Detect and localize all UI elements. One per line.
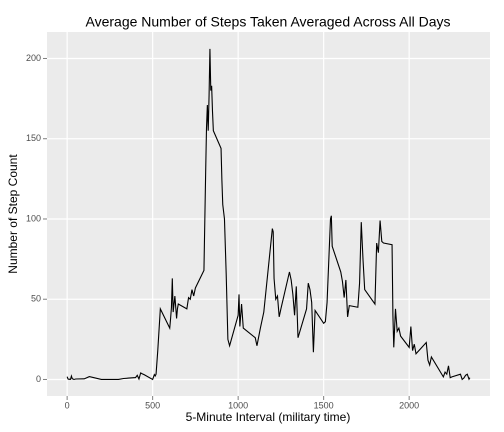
y-tick-label: 150: [26, 133, 41, 143]
y-tick-label: 200: [26, 53, 41, 63]
data-line: [66, 48, 471, 381]
x-tick-label: 500: [145, 400, 160, 410]
x-tick-label: 0: [65, 400, 70, 410]
y-axis-label: Number of Step Count: [6, 154, 20, 274]
y-tick-label: 100: [26, 213, 41, 223]
plot-panel: [47, 32, 490, 396]
y-tick-label: 50: [31, 294, 41, 304]
x-tick-label: 2000: [399, 400, 419, 410]
x-axis-label: 5-Minute Interval (military time): [186, 410, 351, 424]
x-tick-label: 1000: [228, 400, 248, 410]
chart-title: Average Number of Steps Taken Averaged A…: [86, 14, 451, 30]
x-tick-label: 1500: [314, 400, 334, 410]
y-tick-label: 0: [36, 374, 41, 384]
